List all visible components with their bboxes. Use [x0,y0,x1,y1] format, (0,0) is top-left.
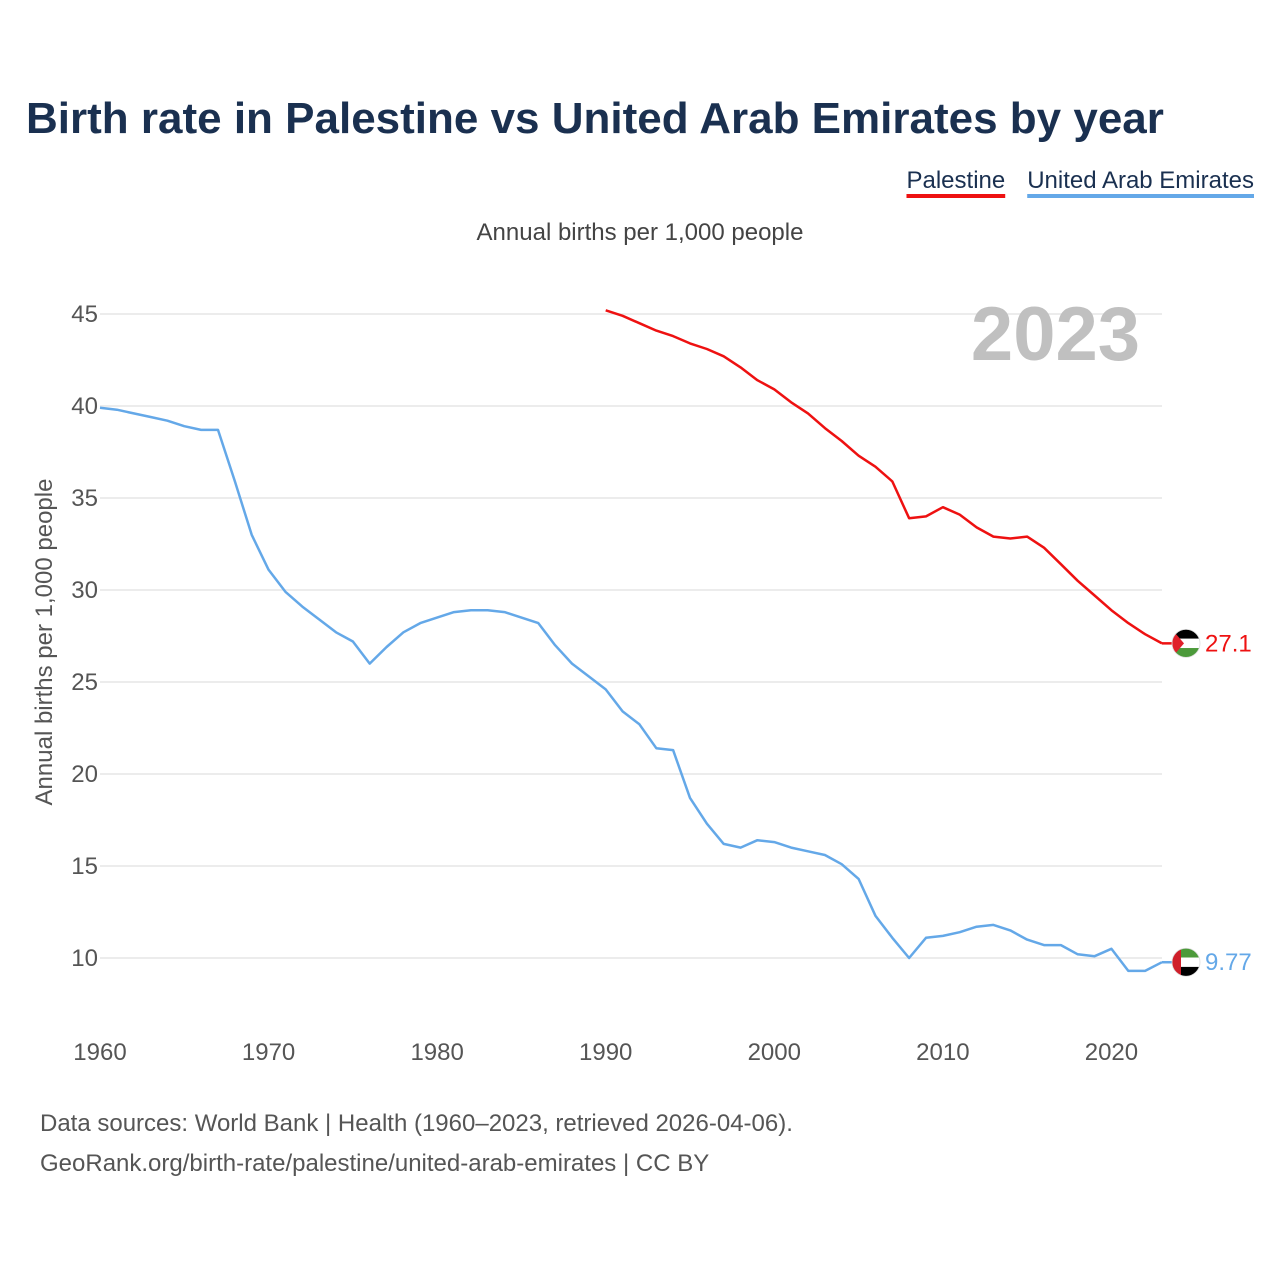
series-end-value: 9.77 [1205,949,1252,976]
y-tick-label: 40 [71,393,98,420]
year-watermark: 2023 [971,292,1140,377]
chart-subtitle: Annual births per 1,000 people [477,219,804,246]
chart-title: Birth rate in Palestine vs United Arab E… [26,94,1164,143]
x-tick-label: 1990 [579,1039,632,1066]
y-tick-label: 45 [71,301,98,328]
series-end-value: 27.1 [1205,630,1252,657]
y-tick-label: 25 [71,669,98,696]
y-tick-label: 35 [71,485,98,512]
y-tick-label: 30 [71,577,98,604]
legend-entry: Palestine [906,167,1005,194]
footer-sources: Data sources: World Bank | Health (1960–… [40,1110,793,1137]
series-end-labels: 27.1 9.77 [1162,628,1252,977]
x-axis-ticks: 1960 1970 1980 1990 2000 2010 2020 [73,1039,1138,1066]
series-line-palestine [605,309,1163,645]
series-line-united-arab-emirates [99,406,1163,973]
gridlines [100,313,1162,959]
x-tick-label: 2010 [916,1039,969,1066]
legend-entry: United Arab Emirates [1027,167,1254,194]
x-tick-label: 2000 [748,1039,801,1066]
y-tick-label: 15 [71,853,98,880]
flag-border [1171,947,1201,977]
uae-flag-icon [1172,948,1200,977]
y-axis-ticks: 10 15 20 25 30 35 40 45 [71,301,98,972]
x-tick-label: 1980 [410,1039,463,1066]
x-tick-label: 2020 [1085,1039,1138,1066]
y-tick-label: 20 [71,761,98,788]
footer-link[interactable]: GeoRank.org/birth-rate/palestine/united-… [40,1150,709,1177]
y-tick-label: 10 [71,945,98,972]
x-tick-label: 1960 [73,1039,126,1066]
series-lines [99,309,1163,973]
legend: United Arab Emirates Palestine [906,167,1254,198]
palestine-flag-icon [1172,629,1200,658]
y-axis-label: Annual births per 1,000 people [31,479,58,806]
flag-border [1171,628,1201,658]
x-tick-label: 1970 [242,1039,295,1066]
